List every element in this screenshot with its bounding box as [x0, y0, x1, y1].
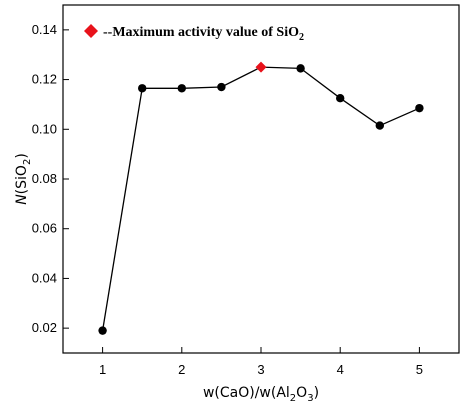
y-tick-label: 0.08	[32, 171, 57, 186]
legend-marker-diamond	[84, 24, 98, 38]
data-point	[217, 82, 226, 92]
y-tick-label: 0.14	[32, 22, 57, 37]
y-axis-title: N(SiO2)	[14, 153, 33, 205]
x-tick-label: 1	[99, 362, 106, 377]
x-tick-label: 2	[178, 362, 185, 377]
x-tick-label: 5	[416, 362, 423, 377]
x-tick-label: 4	[337, 362, 344, 377]
x-axis-title: w(CaO)/w(Al2O3)	[203, 385, 319, 404]
data-point	[415, 103, 424, 113]
data-point	[296, 64, 305, 73]
legend-label: --Maximum activity value of SiO2	[103, 25, 304, 43]
series-line	[101, 66, 420, 331]
data-series	[98, 61, 424, 335]
y-tick-label: 0.02	[32, 320, 57, 335]
data-point	[375, 121, 384, 130]
data-point	[138, 84, 147, 93]
y-tick-label: 0.10	[32, 121, 57, 136]
axis-ticks: 1 2 3 4 5 0.02 0.04 0.06 0.08 0.10 0.12 0.14	[32, 22, 423, 377]
y-tick-label: 0.04	[32, 270, 57, 285]
y-tick-label: 0.12	[32, 72, 57, 87]
plot-frame	[62, 4, 460, 354]
data-point	[98, 326, 107, 335]
y-tick-label: 0.06	[32, 221, 57, 236]
max-point-diamond	[255, 61, 267, 73]
data-point	[336, 94, 345, 103]
legend: --Maximum activity value of SiO2	[84, 24, 304, 43]
x-tick-label: 3	[257, 362, 264, 377]
data-point	[177, 84, 186, 93]
